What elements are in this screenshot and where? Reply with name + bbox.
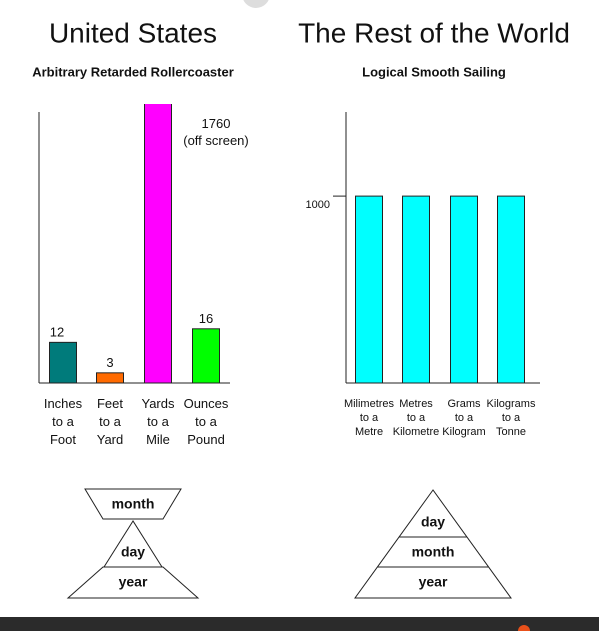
tier-label: day xyxy=(121,544,145,560)
x-tick-label: Grams to a Kilogram xyxy=(442,398,485,438)
bar xyxy=(450,195,478,384)
y-tick-label: 1000 xyxy=(306,199,330,211)
value-label: 1760 (off screen) xyxy=(183,116,249,148)
value-label: 16 xyxy=(199,311,213,326)
footer-bar xyxy=(0,617,599,631)
heading: The Rest of the World xyxy=(298,17,570,48)
tier-shape xyxy=(354,489,512,599)
tier-label: month xyxy=(412,544,455,560)
chart-title: Logical Smooth Sailing xyxy=(362,64,506,79)
diagram-right: day month year xyxy=(354,489,512,599)
value-label: 12 xyxy=(50,325,64,340)
bar xyxy=(192,328,220,384)
x-tick-label: Inches to a Foot xyxy=(44,396,83,447)
bar xyxy=(144,104,172,384)
bars xyxy=(49,104,220,384)
tier-label: month xyxy=(112,496,155,512)
tier-shape xyxy=(66,566,200,599)
x-tick-label: Ounces to a Pound xyxy=(184,396,229,447)
tier-shape xyxy=(84,488,182,520)
chart-title: Arbitrary Retarded Rollercoaster xyxy=(32,64,234,79)
bar xyxy=(96,372,124,384)
bar xyxy=(402,195,430,384)
x-tick-label: Kilograms to a Tonne xyxy=(487,398,536,438)
tier-label: year xyxy=(419,574,448,590)
tier-label: year xyxy=(119,574,148,590)
x-tick-label: Milimetres to a Metre xyxy=(344,398,395,438)
value-label: 3 xyxy=(106,355,113,370)
diagram-left: month day year xyxy=(66,488,200,599)
bars xyxy=(355,195,525,384)
decoration xyxy=(518,625,530,631)
decoration xyxy=(243,0,269,8)
tier-label: day xyxy=(421,514,445,530)
x-tick-label: Metres to a Kilometre xyxy=(393,398,439,438)
heading: United States xyxy=(49,17,217,48)
bar xyxy=(49,341,77,384)
bar xyxy=(355,195,383,384)
x-tick-label: Yards to a Mile xyxy=(142,396,175,447)
x-tick-label: Feet to a Yard xyxy=(97,396,124,447)
bar xyxy=(497,195,525,384)
